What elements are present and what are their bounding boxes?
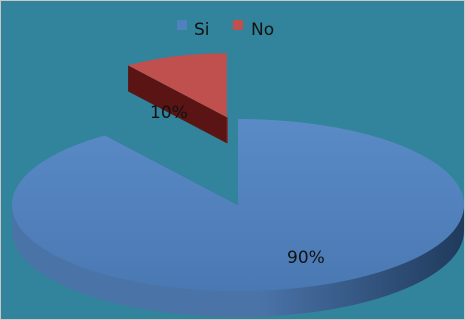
slice-no-side-face-right (226, 117, 228, 144)
legend-swatch-no (233, 20, 243, 30)
data-label-si: 90% (287, 248, 325, 268)
slice-si-rim (12, 205, 464, 317)
slice-side-no (128, 65, 228, 144)
slice-si (12, 119, 464, 291)
slice-si-top (12, 119, 464, 291)
slice-no (128, 53, 227, 118)
slice-no-side-face (128, 65, 227, 144)
slice-no-top (128, 53, 227, 118)
legend-label-no: No (251, 20, 274, 40)
legend-label-si: Si (194, 20, 210, 40)
data-label-no: 10% (150, 103, 188, 123)
legend: Si No (177, 20, 274, 40)
legend-swatch-si (177, 20, 187, 30)
